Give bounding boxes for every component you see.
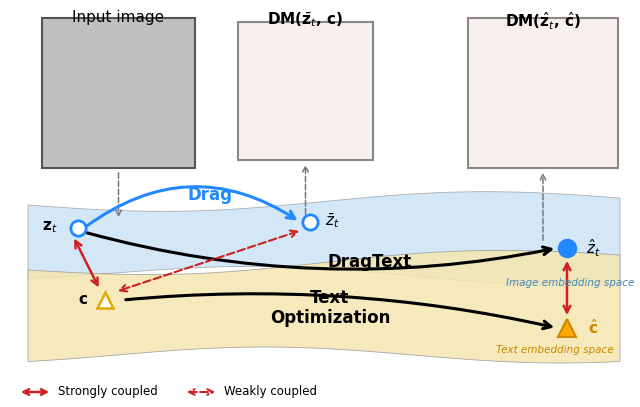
Text: $\bar{z}_t$: $\bar{z}_t$ xyxy=(324,212,339,230)
Polygon shape xyxy=(28,250,620,363)
FancyBboxPatch shape xyxy=(238,22,373,160)
Text: DM($\hat{\mathbf{z}}_t$, $\hat{\mathbf{c}}$): DM($\hat{\mathbf{z}}_t$, $\hat{\mathbf{c… xyxy=(505,10,581,32)
FancyBboxPatch shape xyxy=(42,18,195,168)
Text: Image embedding space: Image embedding space xyxy=(506,278,634,288)
Text: Weakly coupled: Weakly coupled xyxy=(224,385,317,398)
Text: Strongly coupled: Strongly coupled xyxy=(58,385,157,398)
Text: Input image: Input image xyxy=(72,10,164,25)
Text: Text
Optimization: Text Optimization xyxy=(270,289,390,327)
Text: $\hat{\mathbf{c}}$: $\hat{\mathbf{c}}$ xyxy=(588,319,598,337)
Text: $\mathbf{z}_t$: $\mathbf{z}_t$ xyxy=(42,219,58,235)
Text: DM($\bar{\mathbf{z}}_t$, $\mathbf{c}$): DM($\bar{\mathbf{z}}_t$, $\mathbf{c}$) xyxy=(268,10,344,29)
Text: Drag: Drag xyxy=(188,186,232,204)
FancyBboxPatch shape xyxy=(468,18,618,168)
Text: Text embedding space: Text embedding space xyxy=(496,345,614,355)
Text: DragText: DragText xyxy=(328,253,412,271)
Text: $\hat{z}_t$: $\hat{z}_t$ xyxy=(586,237,600,259)
Polygon shape xyxy=(28,192,620,285)
Text: $\mathbf{c}$: $\mathbf{c}$ xyxy=(78,293,88,308)
